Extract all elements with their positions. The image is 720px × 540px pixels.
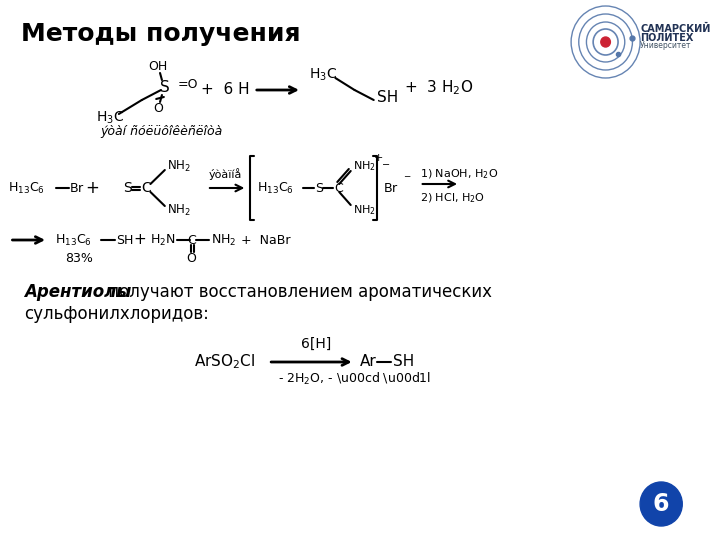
Text: $\mathregular{H_{13}C_6}$: $\mathregular{H_{13}C_6}$ bbox=[55, 232, 91, 247]
Text: C: C bbox=[187, 233, 196, 246]
Text: $\mathrm{ArSO_2Cl}$: $\mathrm{ArSO_2Cl}$ bbox=[194, 353, 255, 372]
Text: ПОЛИТЕХ: ПОЛИТЕХ bbox=[640, 33, 693, 43]
Text: Ar: Ar bbox=[360, 354, 377, 369]
Text: Методы получения: Методы получения bbox=[21, 22, 301, 46]
Text: $\mathregular{H_{13}C_6}$: $\mathregular{H_{13}C_6}$ bbox=[8, 180, 45, 195]
Text: S: S bbox=[160, 80, 170, 96]
Text: +  6 H: + 6 H bbox=[201, 83, 250, 98]
Circle shape bbox=[600, 37, 611, 47]
Text: O: O bbox=[153, 102, 163, 114]
Text: 2) HCl, H$_2$O: 2) HCl, H$_2$O bbox=[420, 191, 485, 205]
Text: $\mathregular{H_2N}$: $\mathregular{H_2N}$ bbox=[150, 232, 176, 247]
Text: $\mathregular{H_{13}C_6}$: $\mathregular{H_{13}C_6}$ bbox=[257, 180, 294, 195]
Text: S: S bbox=[315, 181, 323, 194]
Text: $\mathregular{NH_2}$: $\mathregular{NH_2}$ bbox=[211, 232, 236, 247]
Text: 1) NaOH, H$_2$O: 1) NaOH, H$_2$O bbox=[420, 167, 498, 181]
Text: $^-$: $^-$ bbox=[402, 173, 413, 186]
Text: $\mathregular{NH_2}$: $\mathregular{NH_2}$ bbox=[353, 159, 376, 173]
Text: OH: OH bbox=[148, 60, 168, 73]
Text: сульфонилхлоридов:: сульфонилхлоридов: bbox=[24, 305, 209, 323]
Text: C: C bbox=[141, 181, 150, 195]
Text: - 2H$_2$O, - \u00cd \u00d1l: - 2H$_2$O, - \u00cd \u00d1l bbox=[278, 371, 431, 387]
Text: $\mathrm{Br}$: $\mathrm{Br}$ bbox=[383, 181, 399, 194]
Text: получают восстановлением ароматических: получают восстановлением ароматических bbox=[104, 283, 492, 301]
Text: S: S bbox=[123, 181, 132, 195]
Text: SH: SH bbox=[393, 354, 414, 369]
Text: $\mathrm{Br}$: $\mathrm{Br}$ bbox=[69, 181, 85, 194]
Text: ýòàïíå: ýòàïíå bbox=[209, 168, 242, 180]
Text: $\mathregular{H_3C}$: $\mathregular{H_3C}$ bbox=[309, 67, 337, 83]
Text: Арентиолы: Арентиолы bbox=[24, 283, 131, 301]
Text: $^-$: $^-$ bbox=[379, 161, 391, 175]
Text: 83%: 83% bbox=[66, 252, 94, 265]
Text: Университет: Университет bbox=[640, 41, 692, 50]
Text: $\mathregular{NH_2}$: $\mathregular{NH_2}$ bbox=[167, 158, 191, 173]
Text: $\mathregular{NH_2}$: $\mathregular{NH_2}$ bbox=[353, 203, 376, 217]
Text: SH: SH bbox=[377, 91, 398, 105]
Text: 6: 6 bbox=[653, 492, 670, 516]
Text: O: O bbox=[186, 252, 197, 265]
Text: +: + bbox=[133, 233, 146, 247]
Text: $\mathregular{NH_2}$: $\mathregular{NH_2}$ bbox=[167, 202, 191, 218]
Text: САМАРСКИЙ: САМАРСКИЙ bbox=[640, 24, 711, 34]
Text: 6[H]: 6[H] bbox=[301, 337, 331, 351]
Text: $\mathregular{H_3C}$: $\mathregular{H_3C}$ bbox=[96, 110, 124, 126]
Text: ýòàí ñóëüôîêèñëîòà: ýòàí ñóëüôîêèñëîòà bbox=[101, 125, 223, 138]
Text: C: C bbox=[334, 181, 343, 194]
Text: $+\ \ 3\ \mathregular{H_2O}$: $+\ \ 3\ \mathregular{H_2O}$ bbox=[405, 79, 474, 97]
Text: +  NaBr: + NaBr bbox=[241, 233, 291, 246]
Text: +: + bbox=[374, 153, 383, 163]
Text: =O: =O bbox=[177, 78, 198, 91]
Text: +: + bbox=[85, 179, 99, 197]
Text: $\mathrm{SH}$: $\mathrm{SH}$ bbox=[116, 233, 134, 246]
Circle shape bbox=[640, 482, 683, 526]
